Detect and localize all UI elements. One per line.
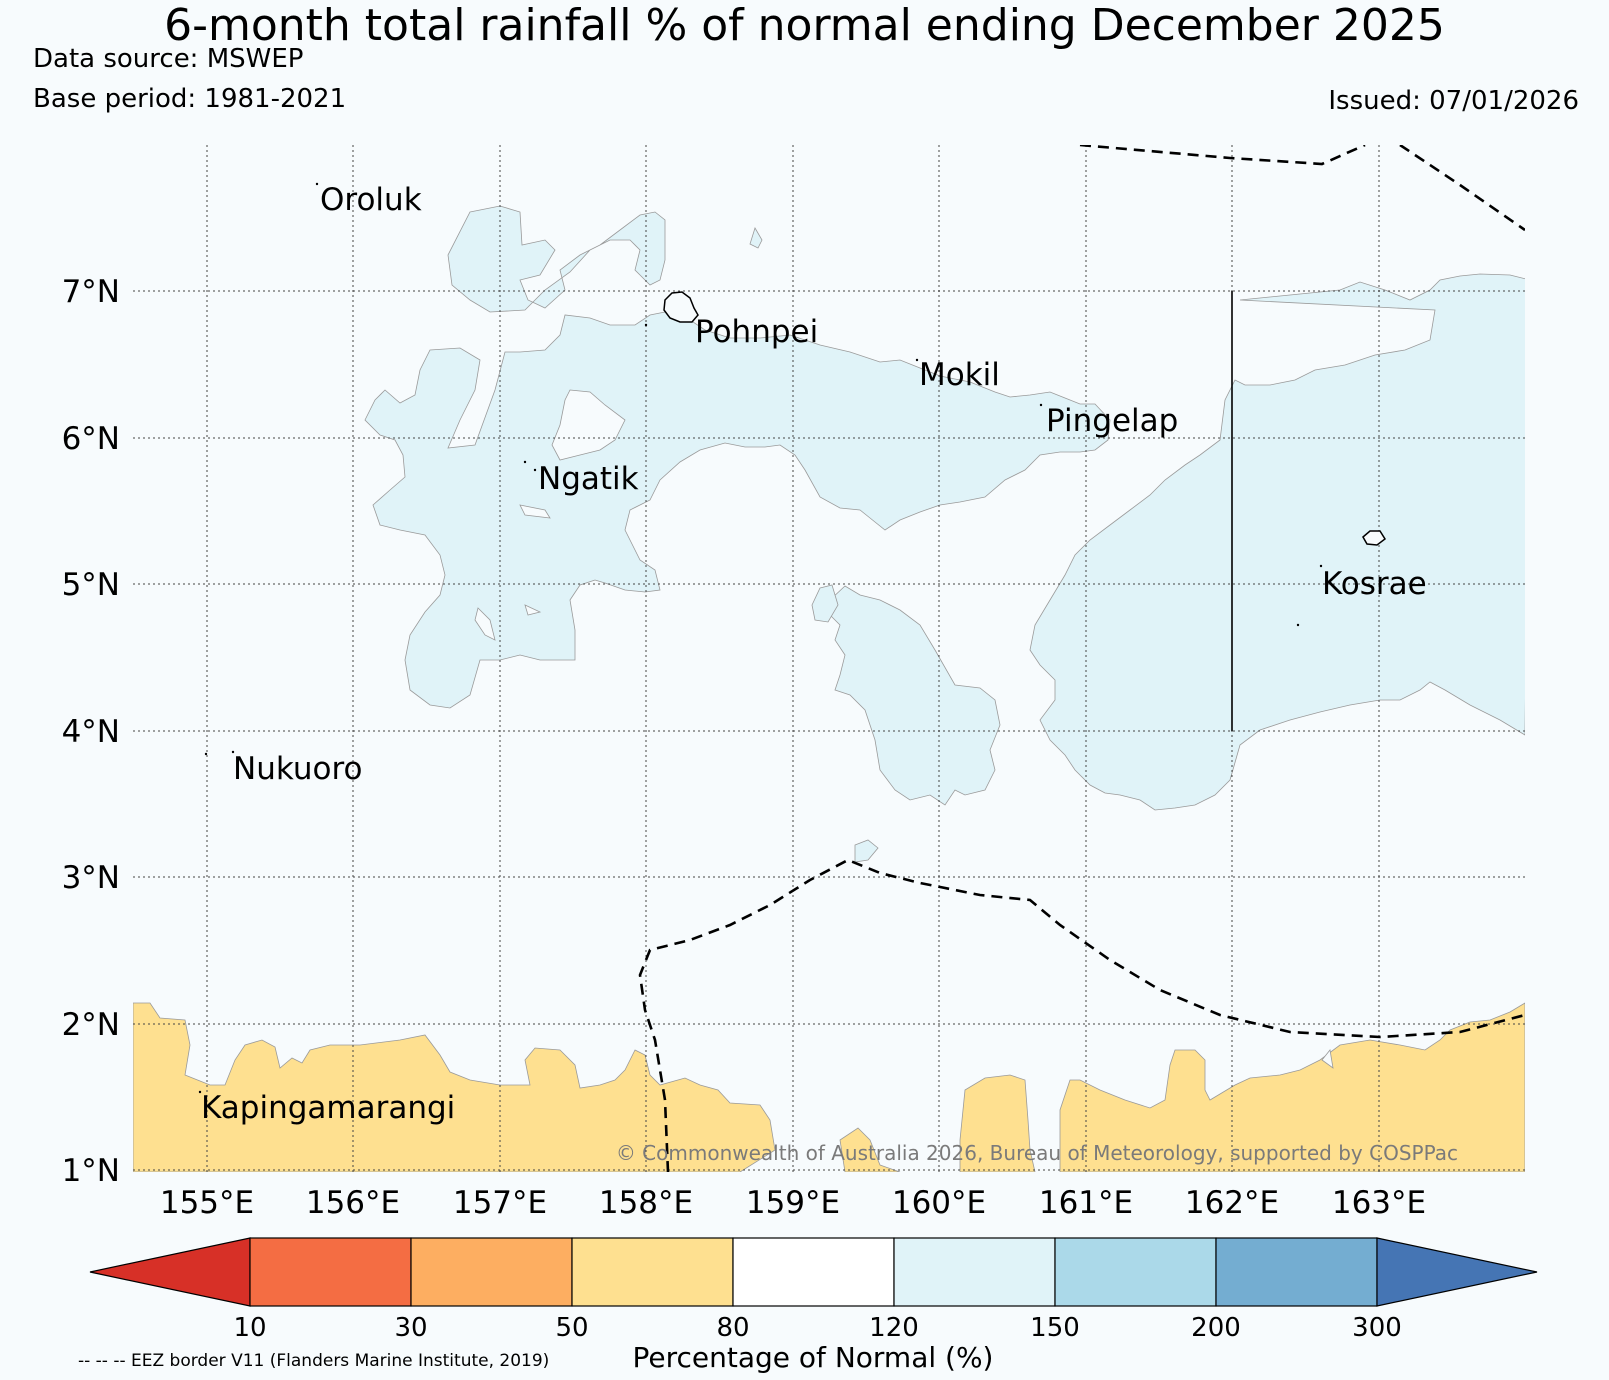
colorbar-bin	[732, 1237, 895, 1307]
lon-label: 160°E	[892, 1185, 986, 1221]
colorbar-bin	[1215, 1237, 1378, 1307]
colorbar-bin	[249, 1237, 412, 1307]
place-label-oroluk: Oroluk	[320, 182, 422, 218]
place-label-nukuoro: Nukuoro	[233, 751, 362, 787]
graticule	[133, 145, 1525, 1172]
colorbar-bin	[571, 1237, 734, 1307]
base-period-label: Base period: 1981-2021	[33, 84, 347, 114]
lon-label: 161°E	[1039, 1185, 1133, 1221]
below-normal-region-3	[959, 1074, 1036, 1172]
colorbar-tick: 10	[233, 1313, 266, 1343]
colorbar-label: Percentage of Normal (%)	[633, 1341, 994, 1374]
eez-border	[638, 145, 1525, 1172]
colorbar-tick: 150	[1030, 1313, 1080, 1343]
place-label-kapingamarangi: Kapingamarangi	[201, 1090, 455, 1126]
lon-label: 163°E	[1332, 1185, 1426, 1221]
region-central-south	[829, 585, 1001, 806]
region-islet	[749, 227, 763, 249]
place-label-pohnpei: Pohnpei	[695, 314, 818, 350]
place-label-kosrae: Kosrae	[1322, 566, 1427, 602]
map-title: 6-month total rainfall % of normal endin…	[164, 0, 1445, 51]
below-normal-region-4	[1059, 1002, 1525, 1172]
region-north-west	[447, 205, 666, 313]
colorbar-under-triangle	[89, 1237, 251, 1307]
colorbar-tick: 30	[394, 1313, 427, 1343]
colorbar-bin	[893, 1237, 1056, 1307]
below-normal-region-2	[839, 1127, 901, 1172]
pohnpei-island	[663, 291, 699, 323]
place-label-mokil: Mokil	[919, 357, 1000, 393]
eez-legend-note: -- -- -- EEZ border V11 (Flanders Marine…	[78, 1351, 549, 1371]
lon-label: 157°E	[453, 1185, 547, 1221]
colorbar-over-triangle	[1376, 1237, 1538, 1307]
colorbar-tick: 200	[1191, 1313, 1241, 1343]
issued-date-label: Issued: 07/01/2026	[1328, 86, 1579, 116]
normal-hole-south	[1321, 1049, 1334, 1069]
lon-label: 158°E	[599, 1185, 693, 1221]
data-source-label: Data source: MSWEP	[33, 44, 304, 74]
lat-label: 7°N	[62, 274, 120, 310]
region-islet-2	[811, 584, 839, 623]
copyright-notice: © Commonwealth of Australia 2026, Bureau…	[616, 1141, 1458, 1165]
atoll-markers	[198, 182, 1323, 1094]
lat-label: 5°N	[62, 567, 120, 603]
above-normal-regions	[364, 205, 1525, 811]
place-label-ngatik: Ngatik	[538, 461, 639, 497]
colorbar	[89, 1237, 1538, 1307]
colorbar-tick: 300	[1352, 1313, 1402, 1343]
colorbar-bin	[410, 1237, 573, 1307]
lon-label: 155°E	[160, 1185, 254, 1221]
region-islet-3	[854, 839, 879, 863]
lat-label: 4°N	[62, 714, 120, 750]
region-east	[1029, 273, 1525, 811]
lon-label: 162°E	[1185, 1185, 1279, 1221]
colorbar-tick: 50	[555, 1313, 588, 1343]
lat-label: 2°N	[62, 1007, 120, 1043]
lat-label: 1°N	[62, 1153, 120, 1189]
lon-label: 156°E	[306, 1185, 400, 1221]
kosrae-island	[1362, 530, 1387, 546]
lon-label: 159°E	[746, 1185, 840, 1221]
lat-label: 3°N	[62, 860, 120, 896]
colorbar-tick: 120	[869, 1313, 919, 1343]
lat-label: 6°N	[62, 421, 120, 457]
colorbar-bin	[1054, 1237, 1217, 1307]
colorbar-tick: 80	[716, 1313, 749, 1343]
place-label-pingelap: Pingelap	[1046, 403, 1178, 439]
normal-holes	[474, 389, 626, 641]
